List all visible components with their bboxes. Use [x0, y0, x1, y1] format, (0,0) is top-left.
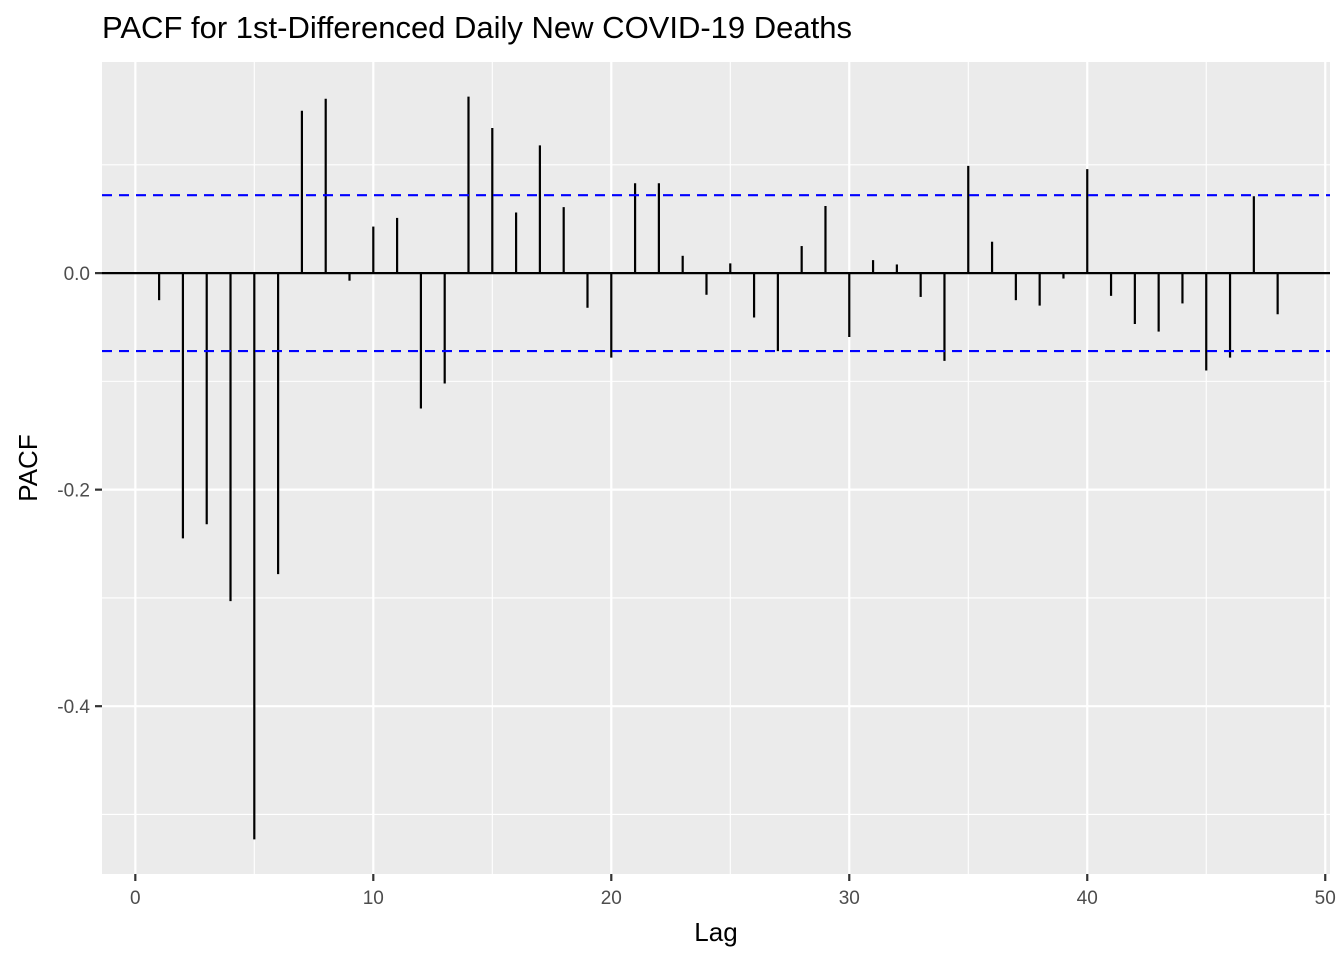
chart-title: PACF for 1st-Differenced Daily New COVID…: [102, 10, 852, 45]
y-tick-label: 0.0: [64, 264, 90, 285]
x-tick-label: 50: [1315, 888, 1336, 909]
x-tick-label: 0: [130, 888, 141, 909]
pacf-bars: [102, 96, 1330, 840]
plot-panel: [102, 62, 1330, 874]
x-tick-label: 30: [839, 888, 860, 909]
y-axis-ticks: 0.0 -0.2 -0.4: [57, 264, 102, 718]
y-tick-label: -0.4: [57, 697, 90, 718]
x-tick-label: 40: [1077, 888, 1098, 909]
x-axis-ticks: 0 10 20 30 40 50: [130, 874, 1336, 909]
x-tick-label: 10: [363, 888, 384, 909]
confidence-bounds: [102, 194, 1330, 353]
major-gridlines: [102, 62, 1330, 874]
y-axis-label: PACF: [13, 434, 43, 501]
x-axis-label: Lag: [694, 917, 737, 947]
y-tick-label: -0.2: [57, 481, 90, 502]
x-tick-label: 20: [601, 888, 622, 909]
